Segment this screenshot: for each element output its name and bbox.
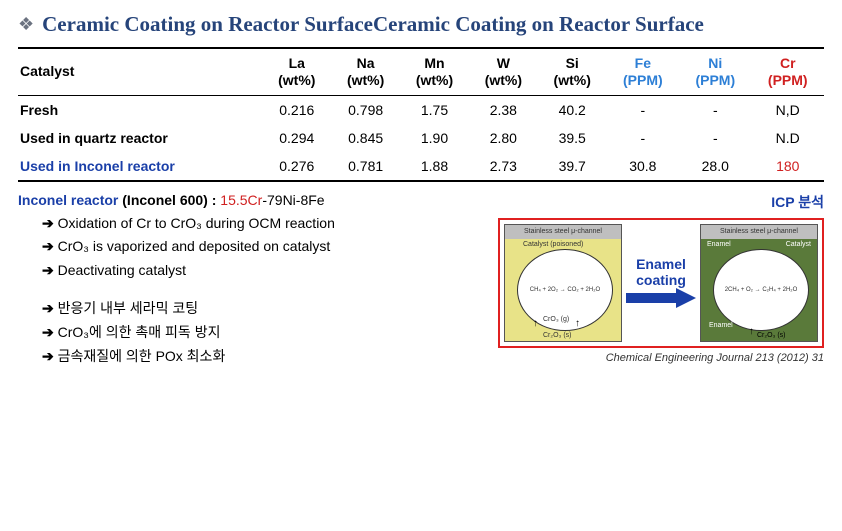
diagram-box: Stainless steel μ-channel Catalyst (pois… <box>498 218 824 348</box>
up-arrow-icon: ↑ <box>749 326 754 337</box>
table-row: Used in quartz reactor 0.294 0.845 1.90 … <box>18 124 824 152</box>
panel-header: Stainless steel μ-channel <box>701 225 817 240</box>
label-cr2o3s-r: Cr₂O₃ (s) <box>757 332 786 339</box>
cell: 39.7 <box>538 152 607 181</box>
label-enamel-b: Enamel <box>709 322 733 329</box>
table-row: Fresh 0.216 0.798 1.75 2.38 40.2 - - N,D <box>18 95 824 124</box>
label-cro3g: CrO₃ (g) <box>543 316 569 323</box>
inconel-rest: -79Ni-8Fe <box>262 192 324 208</box>
row-label: Used in quartz reactor <box>18 124 262 152</box>
cell: 0.276 <box>262 152 331 181</box>
note-item: Deactivating catalyst <box>42 259 472 283</box>
inconel-red: 15.5Cr <box>220 192 262 208</box>
slide-title-row: ❖ Ceramic Coating on Reactor SurfaceCera… <box>18 12 824 37</box>
col-cr: Cr(PPM) <box>751 48 824 95</box>
inconel-paren: (Inconel 600) : 15.5Cr-79Ni-8Fe <box>122 192 324 208</box>
enamel-label: Enamel coating <box>626 257 696 288</box>
cell: N.D <box>751 124 824 152</box>
cell: 0.216 <box>262 95 331 124</box>
note-item: Oxidation of Cr to CrO₃ during OCM react… <box>42 212 472 236</box>
col-mn: Mn(wt%) <box>400 48 469 95</box>
inconel-line: Inconel reactor (Inconel 600) : 15.5Cr-7… <box>18 192 472 208</box>
cell: 28.0 <box>679 152 751 181</box>
cell: - <box>679 124 751 152</box>
panel-header: Stainless steel μ-channel <box>505 225 621 240</box>
notes-left: Inconel reactor (Inconel 600) : 15.5Cr-7… <box>18 192 472 369</box>
col-w: W(wt%) <box>469 48 538 95</box>
notes-right: ICP 분석 Stainless steel μ-channel Catalys… <box>484 192 824 369</box>
cell: 2.73 <box>469 152 538 181</box>
diagram-left-panel: Stainless steel μ-channel Catalyst (pois… <box>504 224 622 342</box>
label-catalyst: Catalyst <box>786 241 811 248</box>
cell: 0.294 <box>262 124 331 152</box>
cell: - <box>607 95 679 124</box>
col-si: Si(wt%) <box>538 48 607 95</box>
arrow-right-icon <box>626 288 696 308</box>
panel-body-right: Enamel Catalyst 2CH₄ + O₂ → C₂H₄ + 2H₂O … <box>701 239 817 341</box>
cell: 2.80 <box>469 124 538 152</box>
cell: 0.781 <box>331 152 400 181</box>
col-catalyst: Catalyst <box>18 48 262 95</box>
catalyst-table: Catalyst La(wt%) Na(wt%) Mn(wt%) W(wt%) … <box>18 47 824 182</box>
cell-cr-highlight: 180 <box>751 152 824 181</box>
cell: 1.90 <box>400 124 469 152</box>
col-la: La(wt%) <box>262 48 331 95</box>
note-item: 반응기 내부 세라믹 코팅 <box>42 297 472 321</box>
title-bullet-icon: ❖ <box>18 14 34 35</box>
note-item: CrO₃에 의한 촉매 피독 방지 <box>42 321 472 345</box>
cell: 39.5 <box>538 124 607 152</box>
table-header-row: Catalyst La(wt%) Na(wt%) Mn(wt%) W(wt%) … <box>18 48 824 95</box>
diagram-right-panel: Stainless steel μ-channel Enamel Catalys… <box>700 224 818 342</box>
col-fe: Fe(PPM) <box>607 48 679 95</box>
inconel-prefix: Inconel reactor <box>18 192 118 208</box>
row-label: Fresh <box>18 95 262 124</box>
table-body: Fresh 0.216 0.798 1.75 2.38 40.2 - - N,D… <box>18 95 824 181</box>
label-enamel: Enamel <box>707 241 731 248</box>
citation: Chemical Engineering Journal 213 (2012) … <box>606 352 824 364</box>
reaction-circle-right: 2CH₄ + O₂ → C₂H₄ + 2H₂O <box>713 249 809 331</box>
table-row: Used in Inconel reactor 0.276 0.781 1.88… <box>18 152 824 181</box>
up-arrow-icon: ↑ <box>533 318 538 329</box>
note-item: 금속재질에 의한 POx 최소화 <box>42 345 472 369</box>
panel-body-left: Catalyst (poisoned) CH₄ + 2O₂ → CO₂ + 2H… <box>505 239 621 341</box>
row-label: Used in Inconel reactor <box>18 152 262 181</box>
icp-label: ICP 분석 <box>771 192 824 212</box>
cell: 1.88 <box>400 152 469 181</box>
cell: 40.2 <box>538 95 607 124</box>
cell: 30.8 <box>607 152 679 181</box>
cell: 1.75 <box>400 95 469 124</box>
cell: 2.38 <box>469 95 538 124</box>
cell: 0.798 <box>331 95 400 124</box>
cell: 0.845 <box>331 124 400 152</box>
enamel-arrow-block: Enamel coating <box>626 257 696 308</box>
col-na: Na(wt%) <box>331 48 400 95</box>
notes-area: Inconel reactor (Inconel 600) : 15.5Cr-7… <box>18 192 824 369</box>
cell: N,D <box>751 95 824 124</box>
cell: - <box>679 95 751 124</box>
label-catalyst-poisoned: Catalyst (poisoned) <box>523 241 583 248</box>
label-cr2o3s: Cr₂O₃ (s) <box>543 332 572 339</box>
slide-title: Ceramic Coating on Reactor SurfaceCerami… <box>42 12 704 37</box>
cell: - <box>607 124 679 152</box>
up-arrow-icon: ↑ <box>575 318 580 329</box>
col-ni: Ni(PPM) <box>679 48 751 95</box>
note-item: CrO₃ is vaporized and deposited on catal… <box>42 235 472 259</box>
